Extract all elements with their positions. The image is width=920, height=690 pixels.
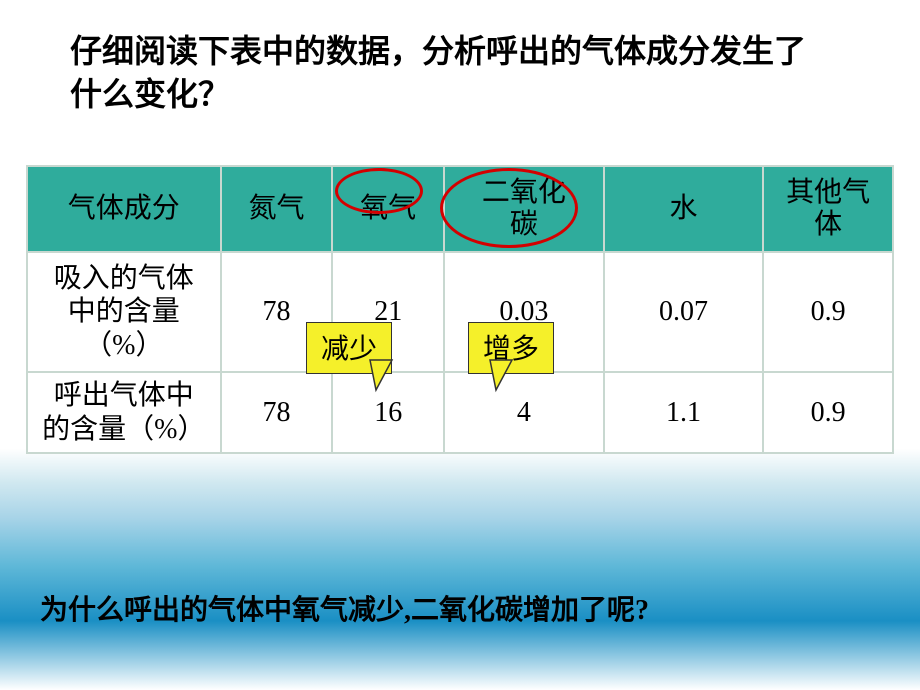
question-title: 仔细阅读下表中的数据，分析呼出的气体成分发生了什么变化？ — [70, 30, 830, 116]
table-row: 呼出气体中的含量（%） 78 16 4 1.1 0.9 — [27, 372, 893, 453]
th-nitrogen: 氮气 — [221, 166, 333, 252]
table-header-row: 气体成分 氮气 氧气 二氧化碳 水 其他气体 — [27, 166, 893, 252]
th-component: 气体成分 — [27, 166, 221, 252]
cell-exhale-n2: 78 — [221, 372, 333, 453]
row-exhale-label: 呼出气体中的含量（%） — [27, 372, 221, 453]
gas-composition-table: 气体成分 氮气 氧气 二氧化碳 水 其他气体 吸入的气体中的含量（%） 78 2… — [26, 165, 894, 454]
th-water: 水 — [604, 166, 764, 252]
row-inhale-label: 吸入的气体中的含量（%） — [27, 252, 221, 372]
th-oxygen: 氧气 — [332, 166, 444, 252]
cell-inhale-h2o: 0.07 — [604, 252, 764, 372]
cell-exhale-other: 0.9 — [763, 372, 893, 453]
followup-question: 为什么呼出的气体中氧气减少,二氧化碳增加了呢? — [40, 588, 649, 628]
callout-decrease: 减少 — [306, 322, 392, 374]
callout-increase: 增多 — [468, 322, 554, 374]
cell-inhale-other: 0.9 — [763, 252, 893, 372]
callout-tail-icon — [370, 360, 410, 400]
th-co2: 二氧化碳 — [444, 166, 604, 252]
gas-composition-table-wrap: 气体成分 氮气 氧气 二氧化碳 水 其他气体 吸入的气体中的含量（%） 78 2… — [26, 165, 894, 454]
cell-exhale-h2o: 1.1 — [604, 372, 764, 453]
th-other: 其他气体 — [763, 166, 893, 252]
table-row: 吸入的气体中的含量（%） 78 21 0.03 0.07 0.9 — [27, 252, 893, 372]
callout-tail-icon — [490, 360, 530, 400]
